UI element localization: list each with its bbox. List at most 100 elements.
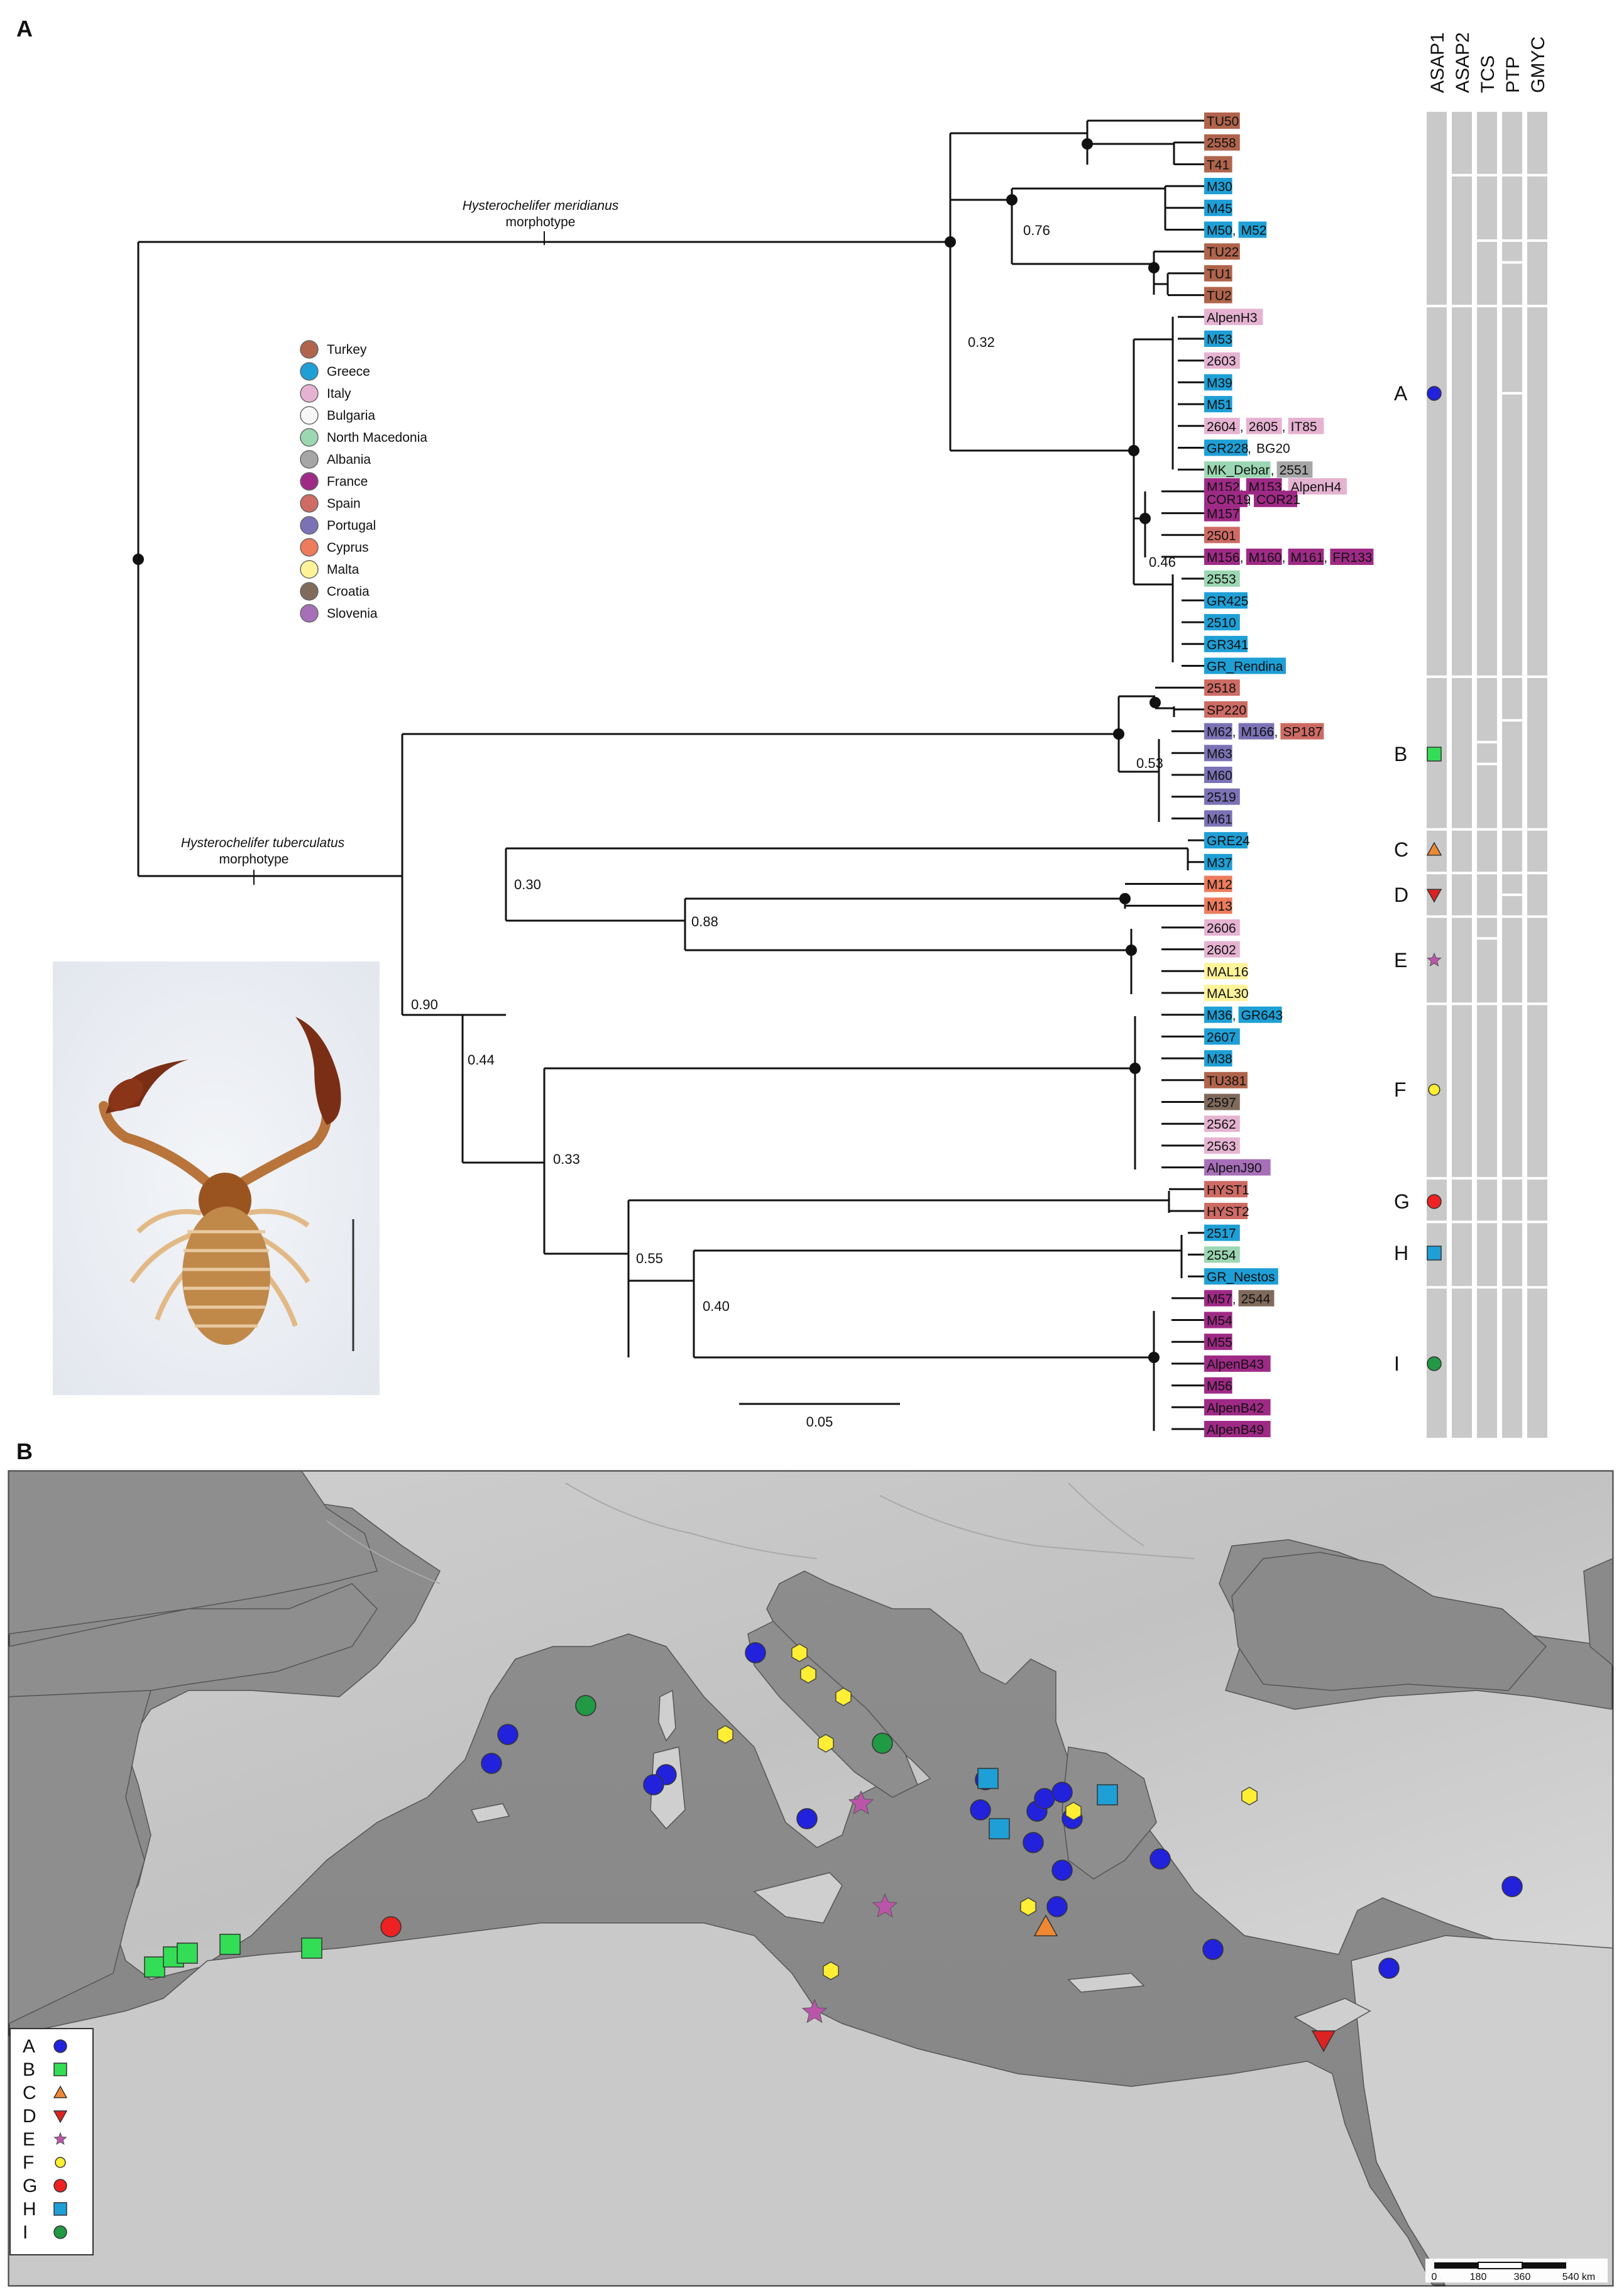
tip-label-bg <box>1204 1006 1232 1023</box>
tip-label: M161 <box>1291 551 1324 565</box>
tip-label: 2553 <box>1207 572 1236 587</box>
legend-label: Malta <box>327 562 359 577</box>
tip-label-bg <box>1204 1312 1232 1329</box>
tip-label: M37 <box>1207 856 1232 870</box>
island-cyprus <box>1293 1998 1371 2037</box>
support-value: 0.90 <box>411 997 438 1012</box>
tip-separator: , <box>1248 442 1251 456</box>
marker-circle <box>1034 1788 1055 1809</box>
node-dot <box>1113 728 1124 740</box>
delimitation-break <box>1427 915 1447 918</box>
delimitation-break <box>1477 1220 1497 1224</box>
delimitation-break <box>1452 915 1472 918</box>
tip-label: M36 <box>1207 1009 1232 1023</box>
marker-circle <box>1501 1876 1523 1897</box>
tip-label: M63 <box>1207 747 1232 761</box>
node-dot <box>1149 697 1161 708</box>
marker-circle-small <box>1428 1083 1440 1096</box>
tip-label: M52 <box>1241 224 1267 238</box>
tip-label-bg <box>1204 767 1232 783</box>
tip-separator: , <box>1271 463 1275 478</box>
tip-label: FR133 <box>1332 551 1372 565</box>
tip-separator: , <box>1232 1009 1236 1023</box>
marker-circle <box>575 1695 596 1716</box>
delimitation-break <box>1477 1286 1497 1289</box>
marker-hexagon <box>800 1665 816 1684</box>
clade-label: B <box>1394 743 1407 765</box>
atlantic-north <box>8 1471 378 1635</box>
legend-swatch <box>300 494 319 513</box>
delimitation-break <box>1502 392 1522 395</box>
support-value: 0.46 <box>1149 554 1176 570</box>
island-sicily <box>753 1872 843 1924</box>
tip-label: M39 <box>1207 376 1232 390</box>
support-value: 0.33 <box>553 1151 580 1167</box>
marker-circle <box>1046 1896 1068 1917</box>
tip-label-bg <box>1204 570 1240 587</box>
tip-label: M56 <box>1207 1379 1232 1394</box>
island-crete <box>1067 1973 1145 1993</box>
tip-label: 2562 <box>1207 1117 1236 1132</box>
landmass-middle-east <box>1351 1935 1613 2286</box>
delimitation-break <box>1452 1002 1472 1005</box>
delimitation-break <box>1502 1176 1522 1180</box>
tip-label: AlpenB49 <box>1207 1423 1264 1437</box>
tip-label-bg <box>1204 156 1232 173</box>
tip-label: M12 <box>1207 878 1232 892</box>
delimitation-break <box>1527 173 1547 177</box>
delimitation-break <box>1527 239 1547 242</box>
tip-label: M61 <box>1207 812 1232 826</box>
legend-label: North Macedonia <box>327 430 427 445</box>
legend-swatch <box>300 582 319 601</box>
tip-label-bg <box>1204 178 1232 195</box>
marker-hexagon <box>818 1734 834 1753</box>
clade-label: D <box>1394 884 1408 906</box>
tip-label-bg <box>1204 1377 1232 1394</box>
support-value: 0.88 <box>691 914 718 929</box>
delimitation-break <box>1502 304 1522 307</box>
tip-label-bg <box>1204 963 1248 980</box>
tip-label-bg <box>1204 1159 1271 1176</box>
tip-label-bg <box>1204 1224 1240 1241</box>
marker-circle <box>1427 1194 1442 1209</box>
delimitation-break <box>1427 872 1447 875</box>
legend-label: France <box>327 474 368 489</box>
map-scale-360: 360 <box>1514 2272 1531 2282</box>
tip-label: M157 <box>1207 507 1240 522</box>
delimitation-break <box>1527 304 1547 307</box>
marker-star <box>801 1998 828 2024</box>
map-legend-label: F <box>23 2152 34 2173</box>
marker-square <box>977 1768 999 1789</box>
node-dot <box>1119 893 1131 904</box>
tip-label-bg <box>1204 309 1263 326</box>
tip-label-bg <box>1204 1050 1232 1067</box>
legend-label: Turkey <box>327 342 367 357</box>
tip-label: 2554 <box>1207 1248 1236 1263</box>
tip-label: 2597 <box>1207 1096 1236 1110</box>
method-label: GMYC <box>1528 36 1549 93</box>
tip-label: M55 <box>1207 1335 1232 1350</box>
delimitation-break <box>1452 1286 1472 1289</box>
tip-separator: , <box>1324 551 1327 565</box>
marker-circle <box>1023 1832 1044 1853</box>
tuberculatus-suffix: morphotype <box>219 852 289 867</box>
map-legend-label: H <box>23 2199 36 2220</box>
support-value: 0.55 <box>636 1251 663 1266</box>
tip-label: GR643 <box>1241 1009 1283 1023</box>
tip-label-bg <box>1204 810 1232 827</box>
delimitation-break <box>1527 872 1547 875</box>
legend-swatch <box>300 384 319 403</box>
marker-square <box>53 2202 67 2216</box>
tip-label-bg <box>1288 478 1347 495</box>
delimitation-break <box>1477 937 1497 940</box>
clade-label: H <box>1394 1242 1408 1264</box>
tip-separator: , <box>1240 420 1244 434</box>
tip-label: AlpenH3 <box>1207 310 1258 325</box>
delimitation-break <box>1427 1176 1447 1180</box>
tip-label-bg <box>1204 243 1240 260</box>
marker-triangle-up <box>1426 841 1442 856</box>
node-dot <box>1006 194 1018 205</box>
marker-circle <box>53 2039 67 2053</box>
tip-label: M30 <box>1207 180 1232 194</box>
